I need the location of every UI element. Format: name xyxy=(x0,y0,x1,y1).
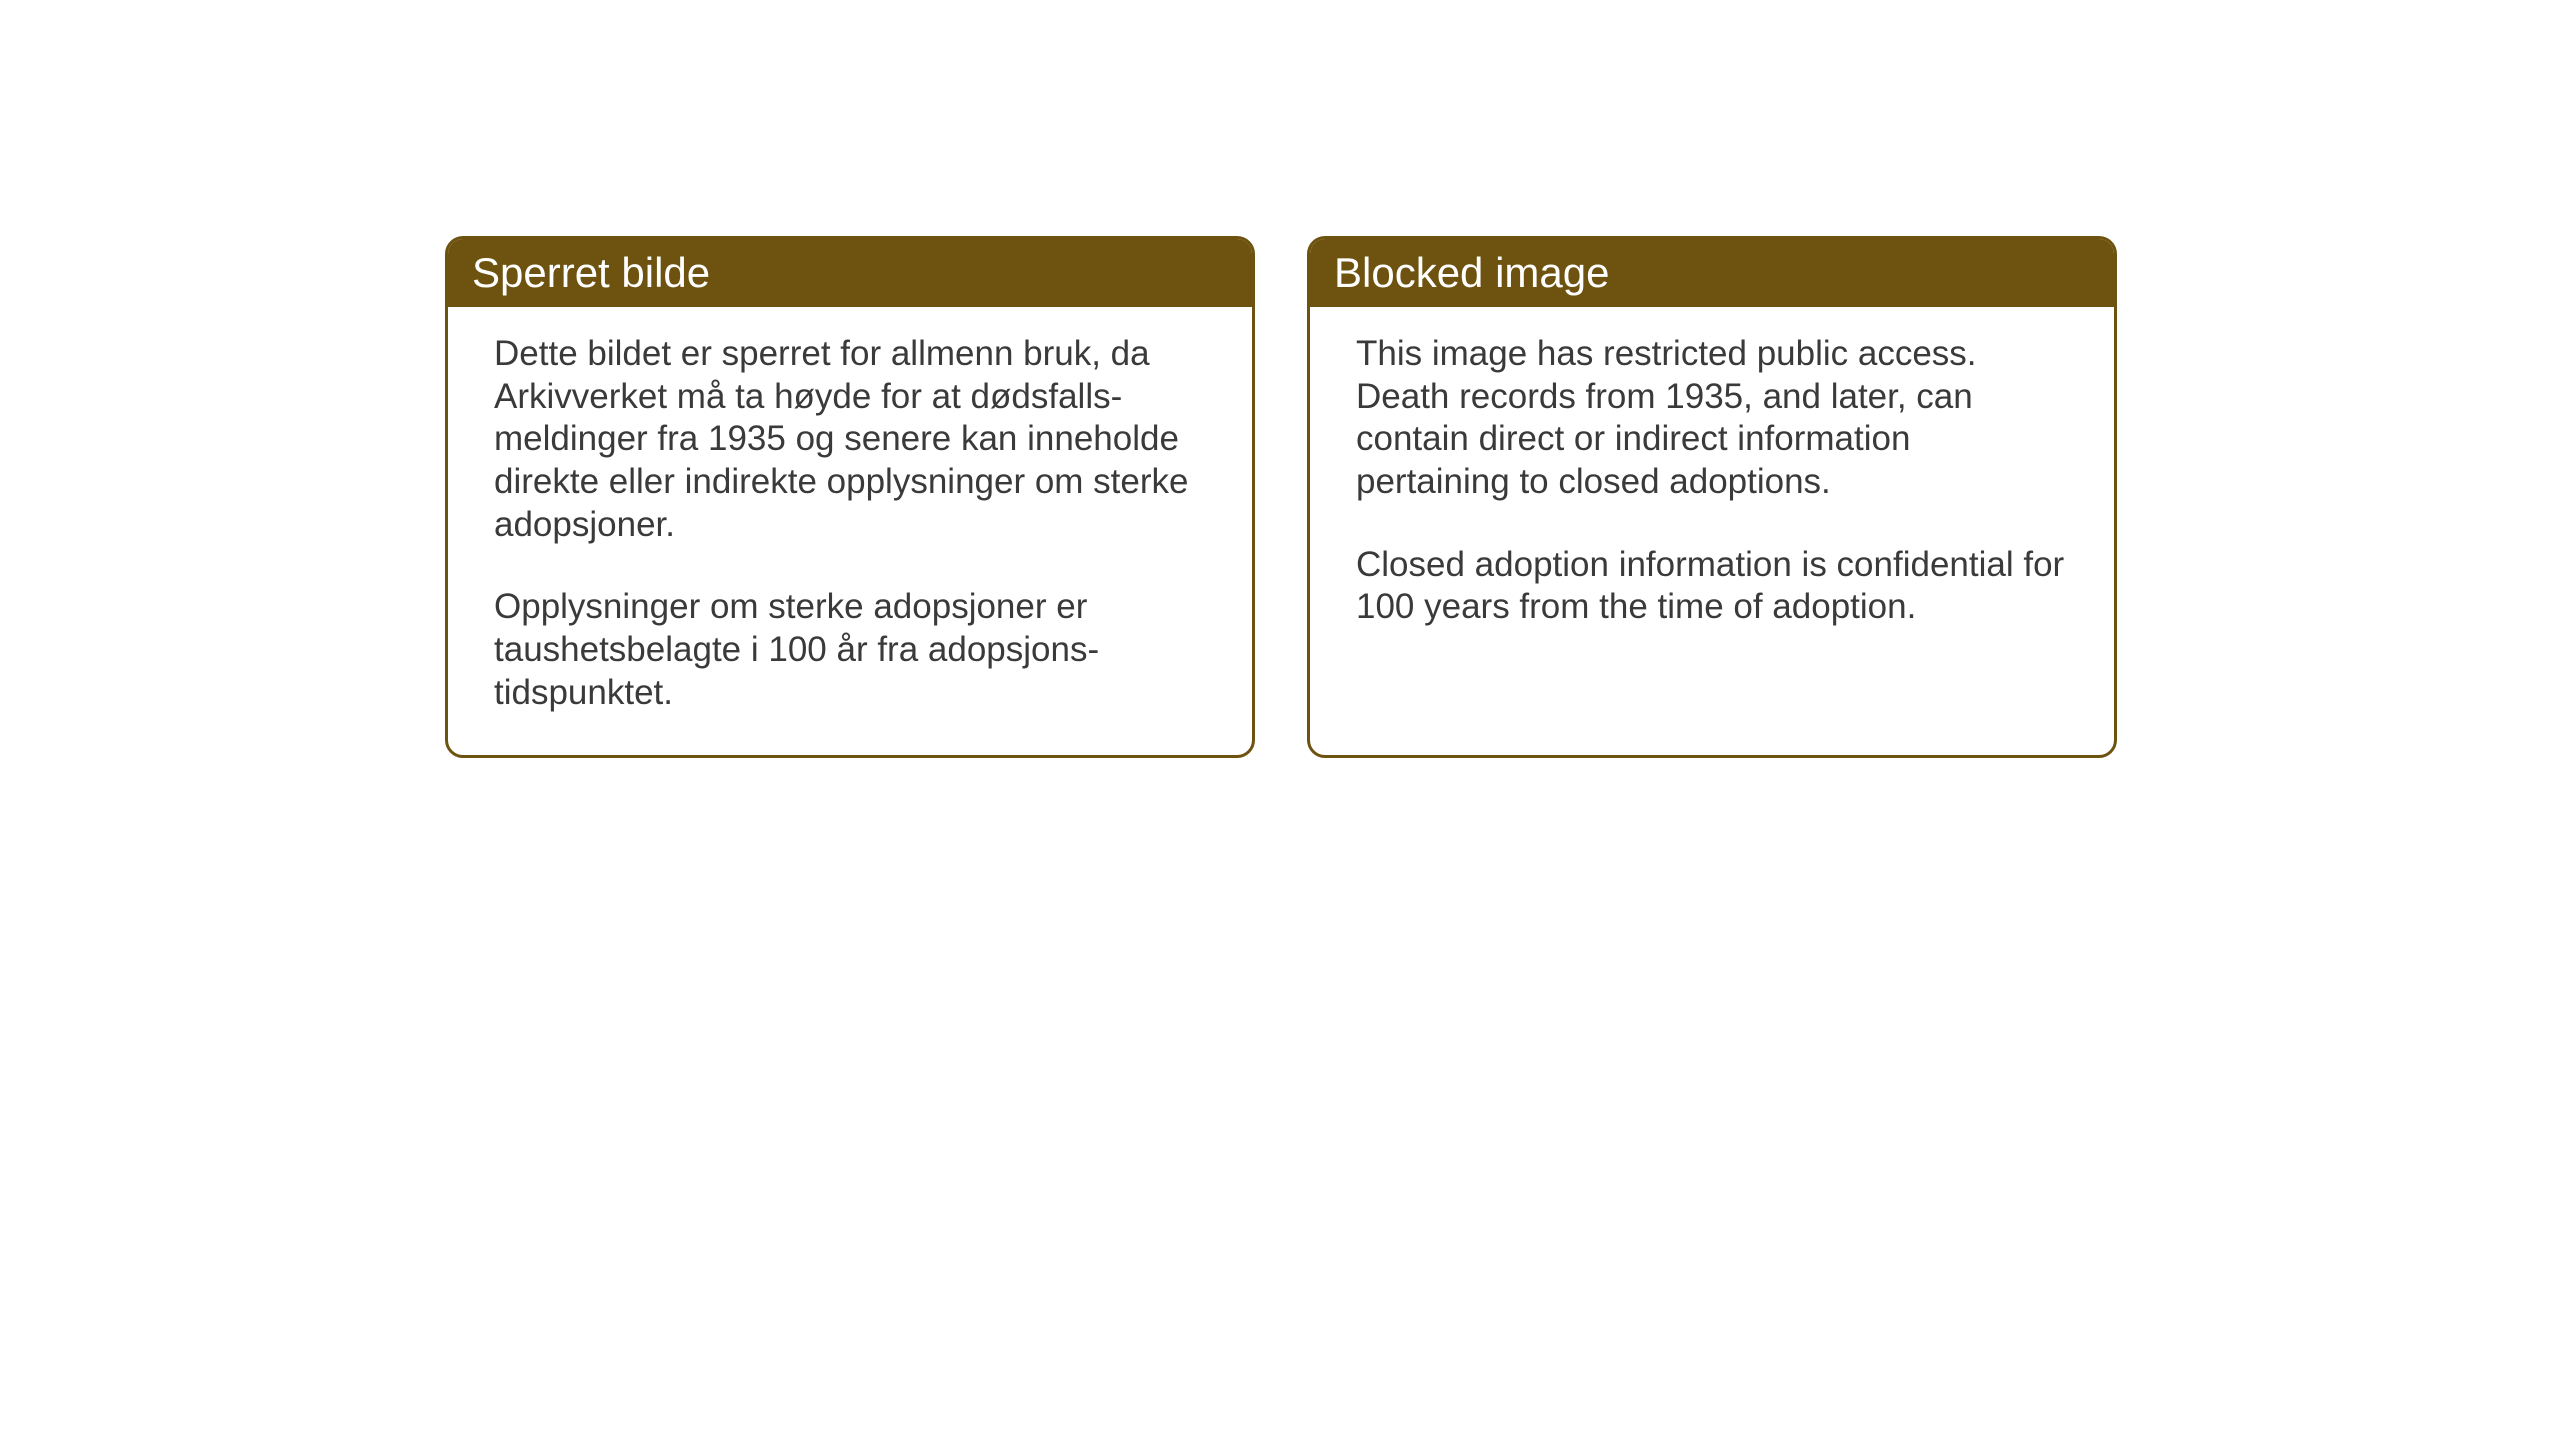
norwegian-notice-card: Sperret bilde Dette bildet er sperret fo… xyxy=(445,236,1255,758)
norwegian-paragraph-1: Dette bildet er sperret for allmenn bruk… xyxy=(494,333,1206,546)
english-card-body: This image has restricted public access.… xyxy=(1310,307,2114,669)
norwegian-card-body: Dette bildet er sperret for allmenn bruk… xyxy=(448,307,1252,755)
norwegian-paragraph-2: Opplysninger om sterke adopsjoner er tau… xyxy=(494,586,1206,714)
notice-cards-container: Sperret bilde Dette bildet er sperret fo… xyxy=(445,236,2117,758)
norwegian-card-title: Sperret bilde xyxy=(448,239,1252,307)
english-notice-card: Blocked image This image has restricted … xyxy=(1307,236,2117,758)
english-card-title: Blocked image xyxy=(1310,239,2114,307)
english-paragraph-1: This image has restricted public access.… xyxy=(1356,333,2068,504)
english-paragraph-2: Closed adoption information is confident… xyxy=(1356,544,2068,629)
